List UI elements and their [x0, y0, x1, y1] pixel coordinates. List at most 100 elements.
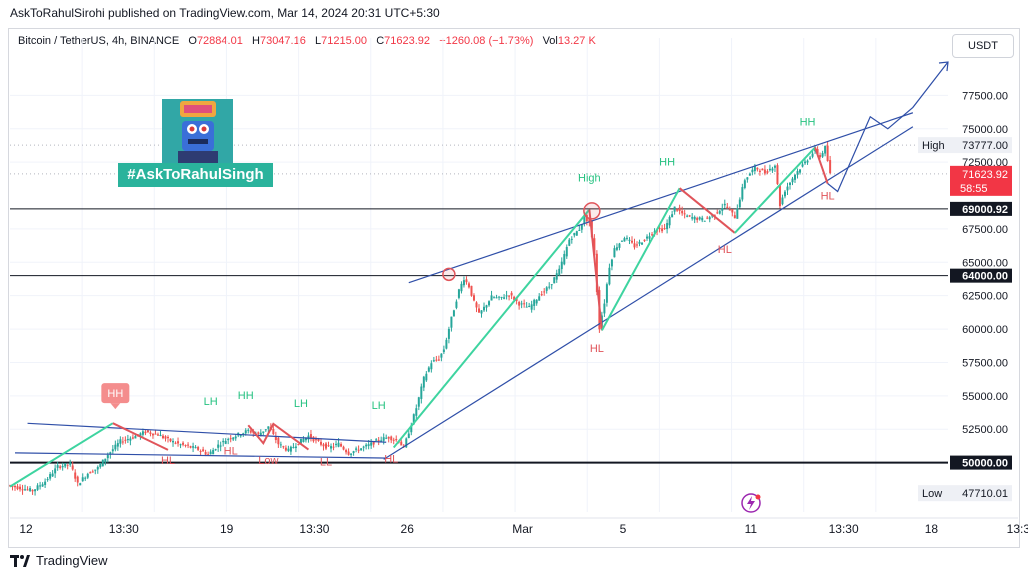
close-key: C	[376, 35, 385, 47]
candle-body	[325, 443, 328, 449]
candle-body	[676, 209, 679, 211]
avatar-illustration	[162, 99, 233, 163]
candle-body	[149, 432, 152, 434]
candle-body	[716, 212, 719, 214]
candle-body	[249, 430, 252, 433]
currency-selector[interactable]: USDT	[952, 34, 1014, 58]
swing-label: HL	[224, 446, 238, 458]
swing-leg-up[interactable]	[601, 187, 681, 331]
candle-body	[274, 436, 277, 441]
trend-line[interactable]	[15, 452, 387, 459]
candle-body	[743, 180, 746, 188]
candle-body	[11, 486, 14, 488]
symbol-legend: Bitcoin / TetherUS, 4h, BINANCE O72884.0…	[18, 35, 596, 47]
candle-body	[708, 217, 711, 220]
candle-body	[678, 207, 681, 211]
tradingview-logo-icon	[10, 554, 30, 567]
candle-body	[563, 253, 566, 265]
high-value: 73047.16	[259, 35, 306, 47]
events-icon[interactable]	[741, 493, 761, 513]
trend-line[interactable]	[383, 126, 914, 460]
candle-body	[751, 169, 754, 173]
candle-body	[583, 215, 586, 224]
candle-body	[244, 430, 247, 434]
swing-leg-down[interactable]	[112, 422, 169, 451]
projection-path[interactable]	[827, 61, 949, 193]
candle-body	[124, 439, 127, 441]
price-tag-plain[interactable]	[918, 137, 1012, 154]
candle-body	[259, 432, 262, 437]
swing-leg-up[interactable]	[734, 146, 816, 234]
highlight-circle[interactable]	[442, 267, 456, 282]
candle-body	[16, 486, 19, 490]
candle-body	[314, 439, 317, 441]
candle-body	[377, 440, 380, 442]
swing-leg-up[interactable]	[9, 422, 114, 488]
candle-body	[337, 442, 340, 447]
candle-body	[538, 296, 541, 301]
candle-body	[673, 206, 676, 212]
candle-body	[661, 228, 664, 232]
swing-leg-down[interactable]	[247, 422, 310, 451]
trend-line[interactable]	[27, 422, 387, 443]
candle-body	[728, 209, 731, 211]
candle-body	[721, 208, 724, 211]
candle-body	[796, 171, 799, 175]
price-tag-plain[interactable]	[918, 485, 1012, 502]
price-tag-value: 71623.92	[962, 169, 1008, 181]
candle-body	[81, 477, 84, 482]
candle-body	[229, 438, 232, 440]
candle-body	[232, 437, 235, 440]
candle-body	[528, 305, 531, 307]
label-box-pointer	[110, 403, 121, 410]
candle-body	[26, 489, 29, 491]
candle-body	[372, 441, 375, 445]
candle-body	[766, 171, 769, 173]
candle-body	[553, 277, 556, 284]
candle-body	[282, 446, 285, 448]
candle-body	[505, 295, 508, 297]
candle-body	[415, 408, 418, 416]
candle-body	[365, 444, 368, 447]
candle-body	[465, 279, 468, 283]
candle-body	[628, 239, 631, 241]
footer-brand[interactable]: TradingView	[36, 553, 108, 568]
candle-body	[99, 464, 102, 468]
candle-body	[472, 295, 475, 301]
candle-body	[623, 238, 626, 242]
swing-label: LH	[372, 400, 386, 412]
swing-leg-up[interactable]	[392, 208, 591, 449]
chart-frame	[8, 28, 1020, 548]
candle-body	[330, 446, 333, 449]
swing-leg-down[interactable]	[679, 187, 736, 234]
candle-body	[146, 430, 149, 433]
candle-body	[380, 440, 383, 442]
candle-body	[367, 444, 370, 446]
candle-body	[658, 228, 661, 230]
trend-line[interactable]	[408, 112, 914, 284]
price-tag[interactable]	[950, 268, 1012, 283]
candle-body	[84, 477, 87, 479]
candle-body	[417, 397, 420, 407]
candle-body	[51, 473, 54, 477]
candle-body	[570, 238, 573, 240]
candle-body	[821, 153, 824, 157]
candle-body	[773, 165, 776, 168]
candle-body	[109, 452, 112, 455]
candle-body	[192, 446, 195, 448]
price-tag[interactable]	[950, 455, 1012, 470]
candle-body	[19, 486, 22, 490]
swing-leg-down[interactable]	[814, 147, 829, 184]
highlight-circle[interactable]	[583, 202, 601, 220]
y-tick-label: 60000.00	[962, 324, 1008, 336]
price-tag-current[interactable]	[950, 165, 1012, 196]
price-tag[interactable]	[950, 201, 1012, 216]
swing-label: HL	[161, 455, 175, 467]
symbol-title[interactable]: Bitcoin / TetherUS, 4h, BINANCE	[18, 35, 180, 47]
x-tick-label: 5	[620, 522, 627, 536]
candle-body	[357, 449, 360, 451]
swing-leg-down[interactable]	[588, 209, 603, 331]
x-tick-label: 11	[745, 522, 758, 536]
candle-body	[442, 349, 445, 353]
